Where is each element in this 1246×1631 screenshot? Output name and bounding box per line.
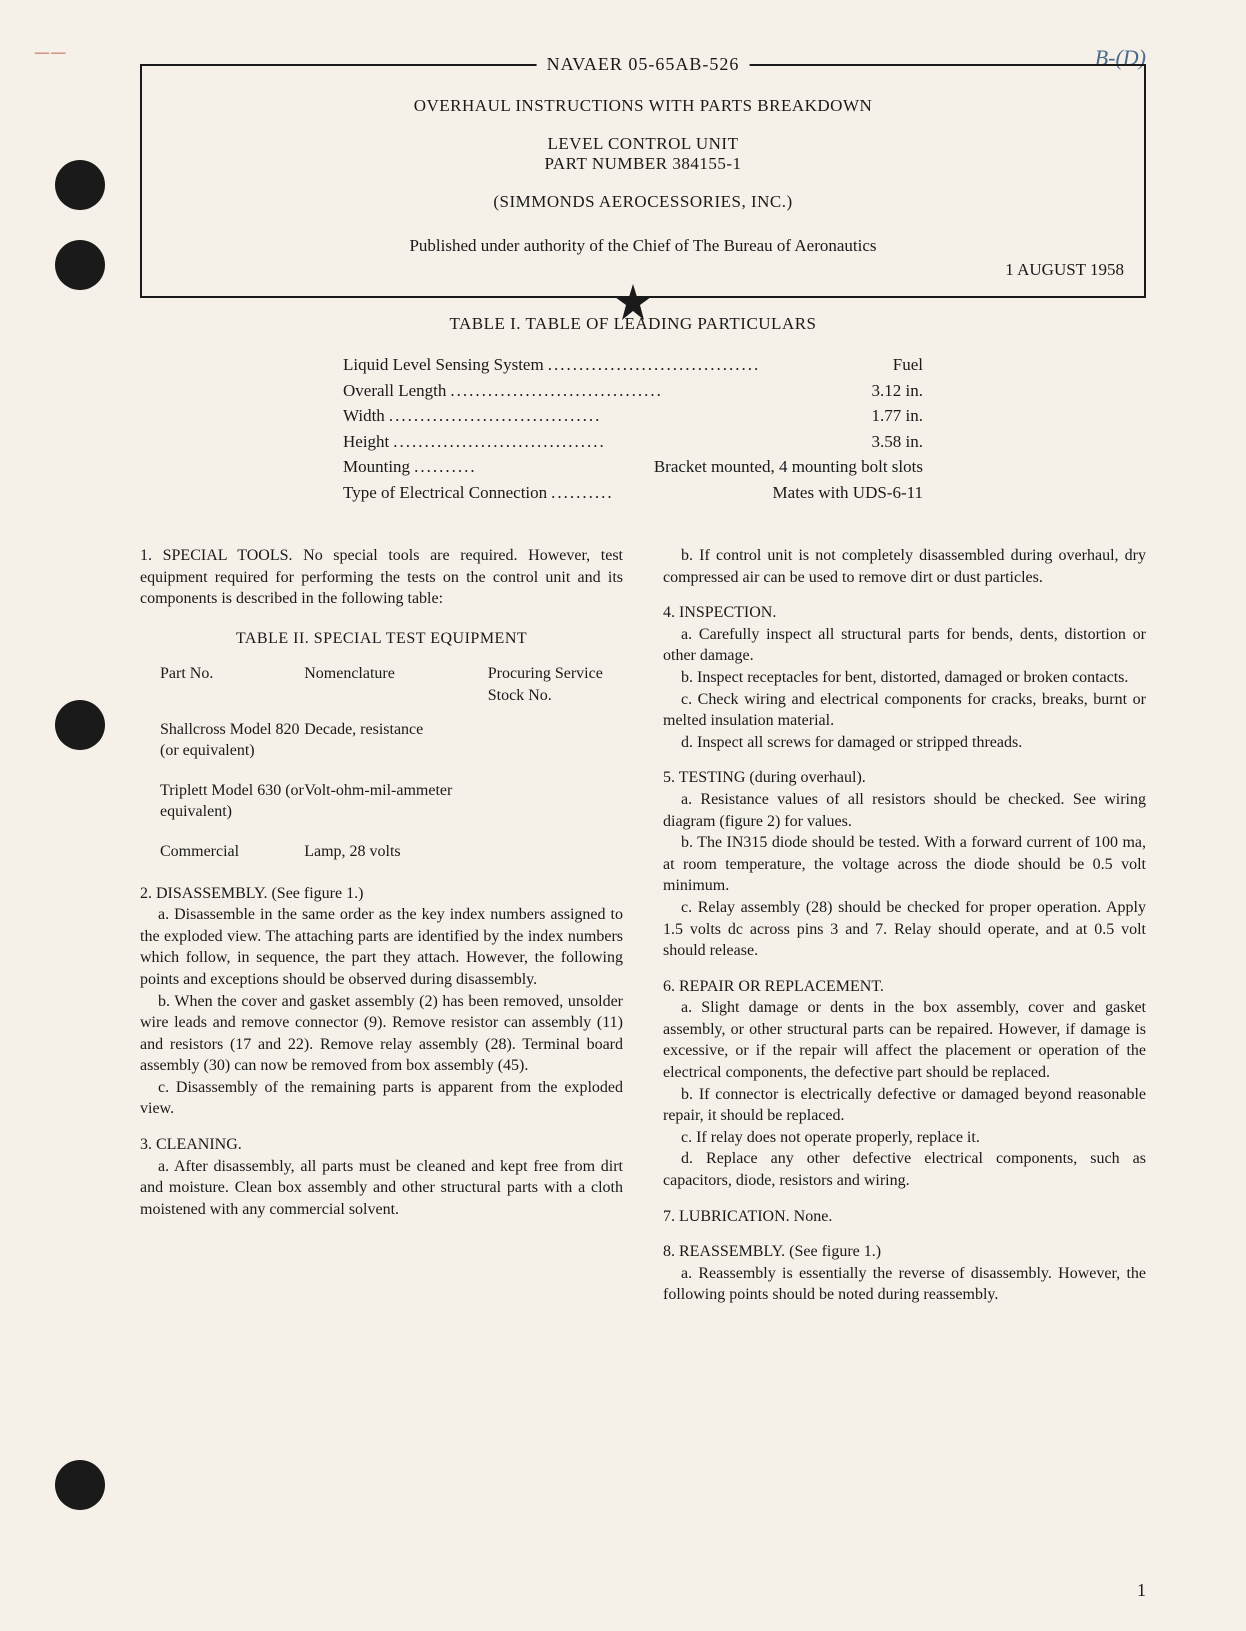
table1-value: 1.77 in. (872, 403, 923, 429)
leader-dots: .................................. (548, 352, 889, 378)
para-2a: a. Disassemble in the same order as the … (140, 904, 623, 990)
title-authority: Published under authority of the Chief o… (182, 236, 1104, 256)
para-2b: b. When the cover and gasket assembly (2… (140, 991, 623, 1077)
table1-row: Liquid Level Sensing System ............… (343, 352, 923, 378)
para-6d: d. Replace any other defective electrica… (663, 1148, 1146, 1191)
para-6c: c. If relay does not operate properly, r… (663, 1127, 1146, 1149)
table1-row: Mounting .......... Bracket mounted, 4 m… (343, 454, 923, 480)
leader-dots: .......... (551, 480, 768, 506)
para-4c: c. Check wiring and electrical component… (663, 689, 1146, 732)
punch-hole (55, 1460, 105, 1510)
table2-row: Triplett Model 630 (or equivalent) Volt-… (140, 780, 623, 823)
punch-hole (55, 160, 105, 210)
table2-cell: Shallcross Model 820 (or equivalent) (140, 719, 304, 762)
section-5-head: 5. TESTING (during overhaul). (663, 767, 1146, 789)
section-8-head: 8. REASSEMBLY. (See figure 1.) (663, 1241, 1146, 1263)
table1-value: Fuel (893, 352, 923, 378)
table1-value: 3.58 in. (872, 429, 923, 455)
para-3a: a. After disassembly, all parts must be … (140, 1156, 623, 1221)
table1-row: Type of Electrical Connection ..........… (343, 480, 923, 506)
table1: Liquid Level Sensing System ............… (343, 352, 923, 505)
table2-cell: Commercial (140, 841, 304, 863)
section-4-head: 4. INSPECTION. (663, 602, 1146, 624)
table1-value: Mates with UDS-6-11 (773, 480, 923, 506)
leader-dots: .......... (414, 454, 650, 480)
table2-cell (488, 780, 623, 823)
table2-cell: Lamp, 28 volts (304, 841, 488, 863)
para-3b: b. If control unit is not completely dis… (663, 545, 1146, 588)
leader-dots: .................................. (389, 403, 868, 429)
section-3-head: 3. CLEANING. (140, 1134, 623, 1156)
table2-row: Commercial Lamp, 28 volts (140, 841, 623, 863)
table1-label: Width (343, 403, 385, 429)
title-date: 1 AUGUST 1958 (1005, 260, 1124, 280)
table2-header-cell: Part No. (140, 663, 304, 706)
table2-row: Shallcross Model 820 (or equivalent) Dec… (140, 719, 623, 762)
table2-header: Part No. Nomenclature Procuring Service … (140, 663, 623, 706)
table2-cell: Decade, resistance (304, 719, 488, 762)
section-1: 1. SPECIAL TOOLS. No special tools are r… (140, 545, 623, 610)
table2-cell: Triplett Model 630 (or equivalent) (140, 780, 304, 823)
punch-hole (55, 700, 105, 750)
scan-artifact: —— (35, 44, 67, 62)
para-8a: a. Reassembly is essentially the reverse… (663, 1263, 1146, 1306)
left-column: 1. SPECIAL TOOLS. No special tools are r… (140, 545, 623, 1320)
section-7: 7. LUBRICATION. None. (663, 1206, 1146, 1228)
table1-row: Overall Length .........................… (343, 378, 923, 404)
right-column: b. If control unit is not completely dis… (663, 545, 1146, 1320)
table1-value: Bracket mounted, 4 mounting bolt slots (654, 454, 923, 480)
para-4d: d. Inspect all screws for damaged or str… (663, 732, 1146, 754)
title-box: NAVAER 05-65AB-526 OVERHAUL INSTRUCTIONS… (140, 64, 1146, 298)
table1-value: 3.12 in. (872, 378, 923, 404)
table2-cell (488, 719, 623, 762)
para-5b: b. The IN315 diode should be tested. Wit… (663, 832, 1146, 897)
para-5c: c. Relay assembly (28) should be checked… (663, 897, 1146, 962)
punch-hole (55, 240, 105, 290)
table2-header-cell: Procuring Service Stock No. (488, 663, 623, 706)
section-6-head: 6. REPAIR OR REPLACEMENT. (663, 976, 1146, 998)
document-number: NAVAER 05-65AB-526 (537, 54, 750, 75)
table1-label: Height (343, 429, 389, 455)
title-equipment: LEVEL CONTROL UNIT (182, 134, 1104, 154)
para-2c: c. Disassembly of the remaining parts is… (140, 1077, 623, 1120)
para-4b: b. Inspect receptacles for bent, distort… (663, 667, 1146, 689)
table1-row: Height .................................… (343, 429, 923, 455)
body-columns: 1. SPECIAL TOOLS. No special tools are r… (140, 545, 1146, 1320)
title-part-number: PART NUMBER 384155-1 (182, 154, 1104, 174)
leader-dots: .................................. (393, 429, 867, 455)
table1-label: Overall Length (343, 378, 446, 404)
table2-cell (488, 841, 623, 863)
page-number: 1 (1137, 1580, 1146, 1601)
section-2-head: 2. DISASSEMBLY. (See figure 1.) (140, 883, 623, 905)
para-6b: b. If connector is electrically defectiv… (663, 1084, 1146, 1127)
title-main: OVERHAUL INSTRUCTIONS WITH PARTS BREAKDO… (182, 96, 1104, 116)
table2-header-cell: Nomenclature (304, 663, 488, 706)
leader-dots: .................................. (450, 378, 867, 404)
para-6a: a. Slight damage or dents in the box ass… (663, 997, 1146, 1083)
table2: Part No. Nomenclature Procuring Service … (140, 663, 623, 862)
table2-cell: Volt-ohm-mil-ammeter (304, 780, 488, 823)
table1-label: Mounting (343, 454, 410, 480)
para-5a: a. Resistance values of all resistors sh… (663, 789, 1146, 832)
table2-title: TABLE II. SPECIAL TEST EQUIPMENT (140, 628, 623, 650)
title-company: (SIMMONDS AEROCESSORIES, INC.) (182, 192, 1104, 212)
table1-row: Width ..................................… (343, 403, 923, 429)
table1-label: Type of Electrical Connection (343, 480, 547, 506)
table1-label: Liquid Level Sensing System (343, 352, 544, 378)
para-4a: a. Carefully inspect all structural part… (663, 624, 1146, 667)
